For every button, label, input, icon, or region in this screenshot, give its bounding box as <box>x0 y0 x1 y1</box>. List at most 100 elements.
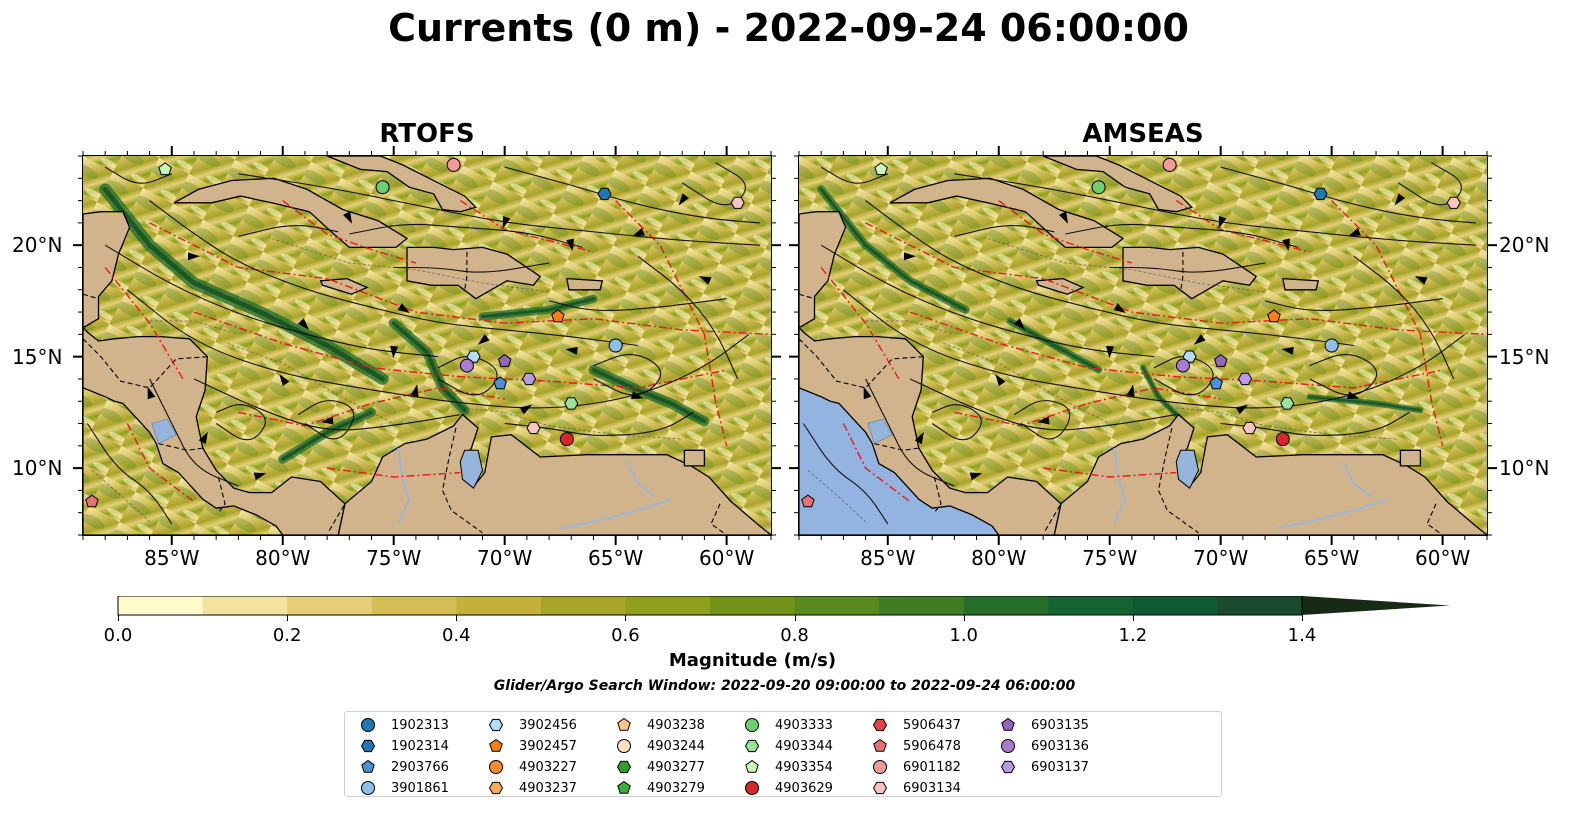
legend-marker-icon <box>361 718 375 732</box>
x-tick-label: 70°W <box>477 546 533 570</box>
legend-entry: 4903279 <box>615 778 705 798</box>
land-south-america <box>1053 413 1487 535</box>
legend-marker-icon <box>745 718 759 732</box>
legend-entry: 4903354 <box>743 757 833 777</box>
legend-entry: 6903137 <box>999 757 1089 777</box>
colorbar-tick-mark <box>287 615 289 621</box>
legend-label: 6903136 <box>1031 738 1089 754</box>
float-marker-6903134 <box>526 421 541 435</box>
colorbar-bin <box>879 596 965 615</box>
colorbar-tick-label: 1.0 <box>949 625 979 646</box>
pacific-field <box>83 387 284 535</box>
land-trinidad <box>683 449 706 467</box>
legend-marker-icon <box>616 760 632 774</box>
legend-label: 3902457 <box>519 738 577 754</box>
legend-label: 5906478 <box>903 738 961 754</box>
colorbar-bin <box>794 596 880 615</box>
panel-title-amseas: AMSEAS <box>1082 119 1204 149</box>
legend-marker-icon <box>488 781 504 795</box>
legend-label: 4903244 <box>647 738 705 754</box>
legend-entry: 1902313 <box>359 715 449 735</box>
legend-label: 4903277 <box>647 759 705 775</box>
x-tick-label: 80°W <box>971 546 1027 570</box>
float-marker-3901861 <box>608 338 623 353</box>
colorbar-bin <box>456 596 542 615</box>
legend-label: 4903237 <box>519 780 577 796</box>
legend-label: 4903279 <box>647 780 705 796</box>
land-puerto-rico <box>1281 277 1320 291</box>
colorbar <box>117 596 1450 616</box>
float-marker-6903134 <box>730 196 745 209</box>
legend-marker-icon <box>744 739 760 753</box>
colorbar-bin <box>1048 596 1134 615</box>
float-marker-1902314 <box>1313 187 1328 200</box>
float-marker-4903354 <box>874 162 888 176</box>
colorbar-bin <box>118 596 204 615</box>
colorbar-bin <box>1132 596 1218 615</box>
legend-marker-icon <box>617 717 631 731</box>
legend-label: 4903238 <box>647 717 705 733</box>
float-marker-5906478 <box>801 494 815 508</box>
legend-marker-icon <box>872 718 888 732</box>
colorbar-bin <box>202 596 288 615</box>
map-amseas <box>798 155 1488 536</box>
legend-entry: 5906437 <box>871 715 961 735</box>
float-marker-3902457 <box>551 309 565 323</box>
legend-label: 6903135 <box>1031 717 1089 733</box>
float-marker-2903766 <box>493 376 507 390</box>
legend-label: 6901182 <box>903 759 961 775</box>
float-marker-6903135 <box>497 353 512 367</box>
legend-label: 6903134 <box>903 780 961 796</box>
float-marker-6903134 <box>1242 421 1257 435</box>
y-tick-label-right: 20°N <box>1499 233 1550 258</box>
float-marker-1902314 <box>597 187 612 200</box>
legend-label: 1902314 <box>391 738 449 754</box>
colorbar-tick-mark <box>456 615 458 621</box>
legend-entry: 6903135 <box>999 715 1089 735</box>
legend-entry: 1902314 <box>359 736 449 756</box>
figure-title: Currents (0 m) - 2022-09-24 06:00:00 <box>388 6 1189 50</box>
legend-label: 6903137 <box>1031 759 1089 775</box>
colorbar-tick-mark <box>1302 615 1303 621</box>
float-marker-3902457 <box>1267 309 1281 323</box>
legend-entry: 5906478 <box>871 736 961 756</box>
colorbar-bin <box>540 596 626 615</box>
y-tick-label-right: 15°N <box>1499 344 1550 369</box>
colorbar-tick-label: 0.2 <box>272 625 302 646</box>
legend-label: 3902456 <box>519 717 577 733</box>
land-bahamas <box>1042 156 1194 213</box>
legend-entry: 6903136 <box>999 736 1089 756</box>
legend-marker-icon <box>1000 760 1016 774</box>
float-marker-4903354 <box>158 162 172 176</box>
float-marker-6901182 <box>446 157 461 172</box>
land-cuba <box>173 177 409 249</box>
float-marker-4903344 <box>1280 397 1295 410</box>
colorbar-tick-label: 0.4 <box>441 625 471 646</box>
legend-marker-icon <box>745 781 759 795</box>
legend-marker-icon <box>873 760 887 774</box>
legend-entry: 3901861 <box>359 778 449 798</box>
lake-maracaibo <box>459 449 484 489</box>
float-marker-6903136 <box>1175 358 1190 373</box>
legend-label: 4903354 <box>775 759 833 775</box>
land-cuba <box>889 177 1125 249</box>
legend-entry: 4903629 <box>743 778 833 798</box>
colorbar-bin <box>625 596 711 615</box>
legend-label: 4903227 <box>519 759 577 775</box>
land-hispaniola <box>406 246 542 300</box>
float-marker-6903136 <box>459 358 474 373</box>
float-marker-5906478 <box>85 494 99 508</box>
land-bahamas <box>326 156 478 213</box>
legend-entry: 4903244 <box>615 736 705 756</box>
y-tick-label-left: 15°N <box>12 344 63 369</box>
x-tick-label: 60°W <box>698 546 755 570</box>
lake-nicaragua <box>867 418 893 445</box>
float-marker-4903629 <box>559 432 574 447</box>
colorbar-bin <box>963 596 1049 615</box>
lake-nicaragua <box>151 418 177 445</box>
legend-label: 3901861 <box>391 780 449 796</box>
legend-label: 4903333 <box>775 717 833 733</box>
legend-marker-icon <box>360 739 376 753</box>
pacific-nodata <box>799 387 1000 535</box>
legend-marker-icon <box>745 759 759 773</box>
